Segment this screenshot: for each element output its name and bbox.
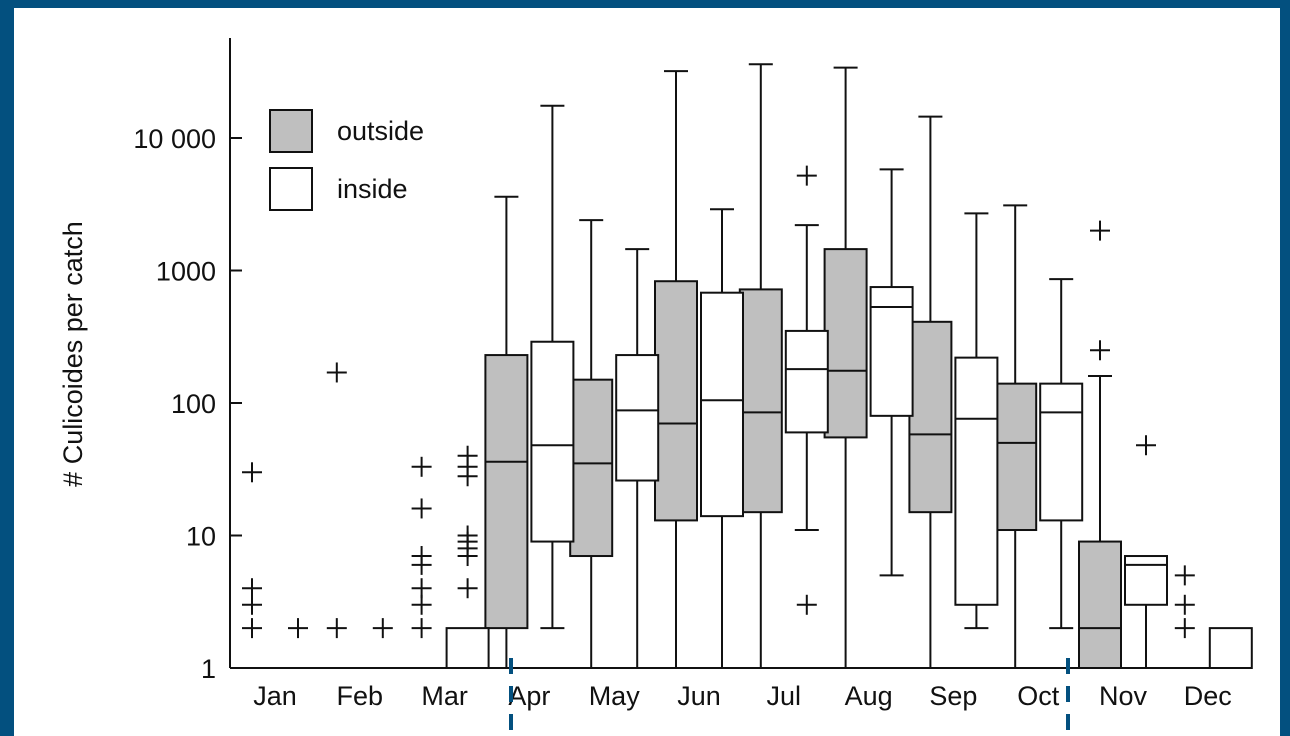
x-tick-label: Feb	[337, 681, 384, 711]
inside-box	[615, 354, 660, 482]
x-tick-label: Apr	[508, 681, 550, 711]
inside-box	[954, 356, 999, 606]
inside-box	[869, 286, 914, 417]
y-axis-label: # Culicoides per catch	[58, 221, 88, 487]
legend: outside inside	[269, 109, 424, 211]
boxes	[242, 63, 1253, 669]
outside-box	[1078, 540, 1122, 669]
inside-box	[530, 340, 575, 543]
annotations	[509, 658, 1070, 736]
x-tick-label: Aug	[845, 681, 893, 711]
x-tick-label: Dec	[1184, 681, 1232, 711]
outside-box	[993, 382, 1038, 532]
x-tick-label: Jul	[767, 681, 802, 711]
inside-box	[1039, 382, 1084, 522]
y-tick-label: 10	[186, 522, 216, 552]
axes: 1 10 100 1000 10 000	[133, 38, 1250, 684]
outside-box	[569, 378, 614, 558]
outside-box	[654, 280, 698, 522]
outside-box	[823, 248, 868, 439]
inside-box	[784, 329, 829, 434]
x-tick-label: Jun	[677, 681, 721, 711]
y-tick-label: 1000	[156, 257, 216, 287]
x-tick-labels: Jan Feb Mar Apr May Jun Jul Aug Sep Oct Nov Dec	[253, 681, 1232, 711]
y-tick-label: 100	[171, 389, 216, 419]
inside-box	[700, 291, 744, 518]
outside-box	[908, 320, 953, 514]
legend-label: outside	[337, 116, 424, 146]
legend-label: inside	[337, 174, 408, 204]
inside-box	[1124, 555, 1168, 606]
outside-box	[484, 354, 529, 630]
x-tick-label: Mar	[421, 681, 468, 711]
outside-box	[738, 288, 783, 514]
x-tick-label: Oct	[1017, 681, 1060, 711]
inside-box	[445, 627, 490, 669]
y-tick-label: 10 000	[133, 124, 216, 154]
x-tick-label: Nov	[1099, 681, 1148, 711]
inside-box	[1208, 627, 1253, 669]
y-tick-label: 1	[201, 654, 216, 684]
legend-swatch	[269, 167, 313, 211]
x-tick-label: Jan	[253, 681, 297, 711]
legend-swatch	[269, 109, 313, 153]
x-tick-label: Sep	[929, 681, 977, 711]
x-tick-label: May	[589, 681, 641, 711]
